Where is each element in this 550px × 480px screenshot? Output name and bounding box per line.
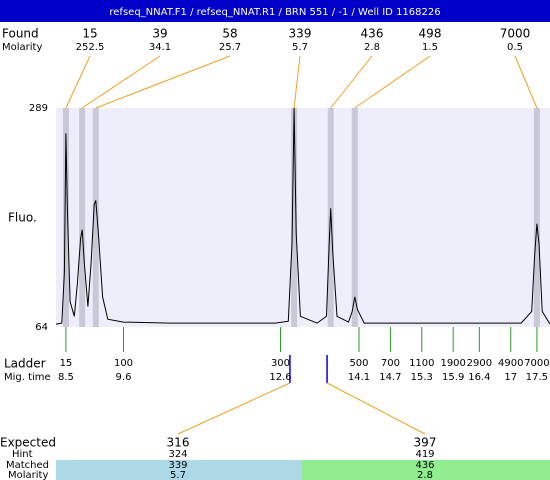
peak-band — [351, 108, 358, 327]
found-connector — [95, 55, 231, 109]
matched-right-bg — [302, 460, 550, 480]
expected-connector — [326, 382, 426, 435]
found-size: 58 — [222, 27, 237, 41]
mig-time-label: Mig. time — [4, 372, 51, 383]
expected-connector — [177, 382, 291, 435]
found-size: 15 — [82, 27, 97, 41]
matched-label: Matched — [6, 460, 49, 471]
hint-value: 324 — [168, 449, 187, 460]
ladder-time: 9.6 — [116, 372, 132, 383]
matched-value: 339 — [168, 460, 187, 471]
peak-band — [533, 108, 540, 327]
ladder-size: 1900 — [440, 358, 465, 369]
expected-label: Expected — [0, 436, 56, 450]
found-size: 498 — [419, 27, 442, 41]
found-size: 436 — [361, 27, 384, 41]
ladder-size: 2900 — [467, 358, 492, 369]
ladder-label: Ladder — [4, 357, 46, 371]
plot-area — [56, 108, 550, 327]
found-label: Found — [2, 27, 39, 41]
found-size: 339 — [289, 27, 312, 41]
ladder-time: 15.9 — [442, 372, 464, 383]
y-tick-label: 64 — [35, 322, 48, 333]
ladder-size: 700 — [381, 358, 400, 369]
peak-band — [291, 108, 298, 327]
header-title: refseq_NNAT.F1 / refseq_NNAT.R1 / BRN 55… — [109, 7, 440, 18]
ladder-time: 14.1 — [348, 372, 370, 383]
header-bar — [0, 0, 550, 22]
molarity-value: 2.8 — [417, 470, 433, 480]
expected-size: 397 — [414, 436, 437, 450]
found-molarity: 34.1 — [149, 42, 171, 53]
ladder-size: 4900 — [498, 358, 523, 369]
y-tick-label: 289 — [29, 103, 48, 114]
matched-left-bg — [56, 460, 302, 480]
ladder-size: 7000 — [524, 358, 549, 369]
ladder-size: 1100 — [409, 358, 434, 369]
found-molarity: 252.5 — [76, 42, 105, 53]
matched-value: 436 — [415, 460, 434, 471]
expected-size: 316 — [167, 436, 190, 450]
hint-value: 419 — [415, 449, 434, 460]
ladder-time: 16.4 — [468, 372, 490, 383]
found-size: 39 — [152, 27, 167, 41]
ladder-size: 100 — [114, 358, 133, 369]
molarity-value: 5.7 — [170, 470, 186, 480]
found-size: 7000 — [500, 27, 531, 41]
ladder-time: 14.7 — [379, 372, 401, 383]
found-molarity: 1.5 — [422, 42, 438, 53]
found-connector — [354, 55, 431, 109]
found-connector — [514, 55, 538, 109]
ladder-time: 17 — [504, 372, 517, 383]
peak-band — [92, 108, 99, 327]
found-connector — [293, 55, 301, 109]
ladder-time: 12.6 — [269, 372, 291, 383]
found-molarity: 2.8 — [364, 42, 380, 53]
found-connector — [65, 55, 91, 109]
trace — [55, 107, 550, 325]
peak-band — [62, 108, 69, 327]
ladder-time: 15.3 — [411, 372, 433, 383]
ladder-time: 8.5 — [58, 372, 74, 383]
y-label: Fluo. — [8, 211, 37, 225]
hint-label: Hint — [12, 449, 33, 460]
exp-molarity-label: Molarity — [8, 470, 48, 480]
found-molarity: 0.5 — [507, 42, 523, 53]
found-molarity: 25.7 — [219, 42, 241, 53]
ladder-size: 15 — [60, 358, 73, 369]
found-connector — [81, 55, 161, 109]
ladder-size: 500 — [349, 358, 368, 369]
molarity-label: Molarity — [2, 42, 42, 53]
found-molarity: 5.7 — [292, 42, 308, 53]
ladder-time: 17.5 — [526, 372, 548, 383]
found-connector — [330, 55, 373, 109]
ladder-size: 300 — [271, 358, 290, 369]
peak-band — [79, 108, 86, 327]
